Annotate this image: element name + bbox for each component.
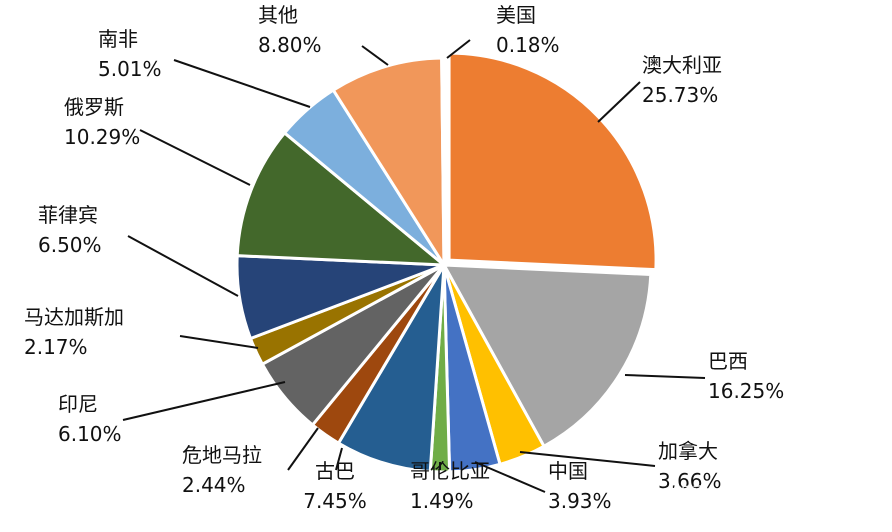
slice-value-label: 6.10%	[58, 422, 122, 446]
slice-value-label: 8.80%	[258, 33, 322, 57]
leader-line-10	[127, 235, 239, 297]
slice-category-label: 南非	[98, 27, 138, 51]
slice-value-label: 1.49%	[410, 489, 474, 513]
leader-line-13	[361, 45, 389, 66]
slice-value-label: 10.29%	[64, 125, 140, 149]
slice-category-label: 中国	[548, 459, 588, 483]
slice-category-label: 其他	[258, 3, 298, 27]
watermark: 知乎 @时空积木	[672, 483, 811, 505]
leader-line-2	[624, 374, 706, 379]
slice-value-label: 2.17%	[24, 335, 88, 359]
leader-line-1	[597, 81, 641, 123]
slice-category-label: 哥伦比亚	[410, 459, 490, 483]
slice-value-label: 3.93%	[548, 489, 612, 513]
pie-slice-14	[440, 56, 446, 266]
slice-category-label: 马达加斯加	[24, 305, 124, 329]
slice-value-label: 3.66%	[658, 469, 722, 493]
leader-line-4	[474, 461, 546, 493]
leader-line-9	[179, 335, 259, 349]
pie-slice-13	[331, 56, 446, 271]
leader-line-6	[335, 447, 343, 471]
slice-value-label: 2.44%	[182, 473, 246, 497]
leader-line-14	[446, 39, 471, 59]
slice-category-label: 印尼	[58, 392, 98, 416]
slice-category-label: 加拿大	[658, 439, 718, 463]
slice-value-label: 0.18%	[496, 33, 560, 57]
slice-value-label: 7.45%	[303, 489, 367, 513]
slice-value-label: 25.73%	[642, 83, 718, 107]
pie-slice-6	[336, 264, 446, 474]
leader-line-3	[519, 451, 656, 467]
slice-value-label: 6.50%	[38, 233, 102, 257]
pie-slice-1	[447, 51, 658, 272]
slice-value-label: 5.01%	[98, 57, 162, 81]
slice-value-label: 16.25%	[708, 379, 784, 403]
slice-category-label: 危地马拉	[182, 443, 262, 467]
leader-line-12	[173, 59, 311, 108]
slice-category-label: 澳大利亚	[642, 53, 722, 77]
leader-line-11	[139, 129, 251, 186]
slice-category-label: 古巴	[315, 459, 355, 483]
pie-slice-2	[441, 263, 653, 449]
slice-category-label: 美国	[496, 3, 536, 27]
leader-line-7	[287, 427, 319, 471]
slice-category-label: 巴西	[708, 349, 748, 373]
leader-line-8	[122, 381, 286, 421]
slice-category-label: 菲律宾	[38, 203, 98, 227]
pie-slice-11	[235, 130, 449, 267]
slice-category-label: 俄罗斯	[64, 95, 124, 119]
